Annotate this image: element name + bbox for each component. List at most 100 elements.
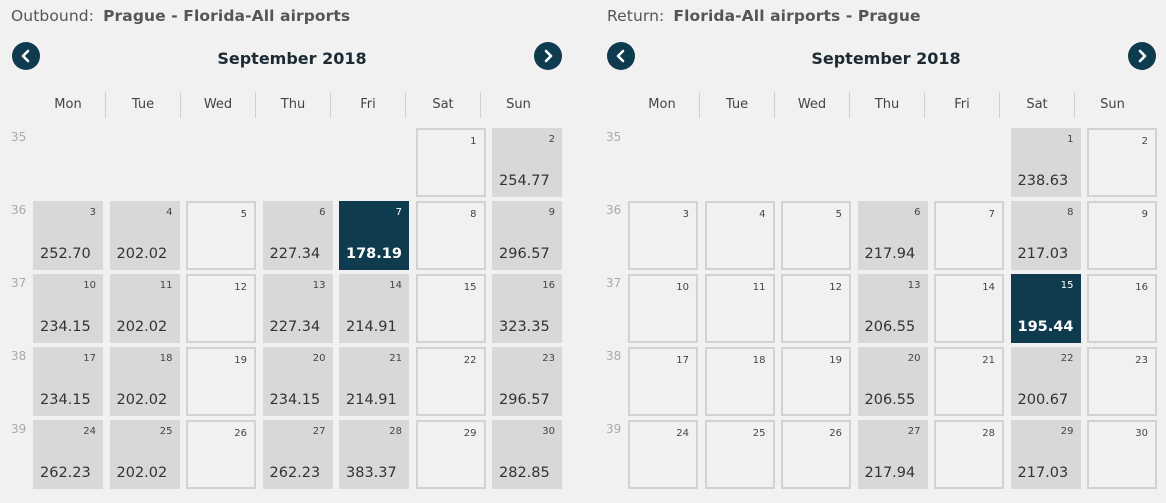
day-cell-22[interactable]: 22 (415, 347, 486, 416)
day-number: 11 (752, 282, 766, 293)
day-cell-17[interactable]: 17 234.15 (33, 347, 103, 416)
day-cell-27[interactable]: 27 262.23 (262, 420, 333, 489)
day-cell-1[interactable]: 1 238.63 (1010, 128, 1081, 197)
day-cell-13[interactable]: 13 227.34 (262, 274, 333, 343)
day-cell-13[interactable]: 13 206.55 (857, 274, 928, 343)
day-cell-21[interactable]: 21 (934, 347, 1004, 416)
day-cell-6[interactable]: 6 227.34 (262, 201, 333, 270)
day-number: 5 (835, 209, 842, 220)
day-cell-16[interactable]: 16 (1087, 274, 1157, 343)
day-cell-8[interactable]: 8 217.03 (1010, 201, 1081, 270)
day-cell-16[interactable]: 16 323.35 (492, 274, 562, 343)
day-cell-2[interactable]: 2 (1087, 128, 1157, 197)
day-cell-28[interactable]: 28 383.37 (339, 420, 409, 489)
day-price: 234.15 (40, 319, 91, 335)
day-number: 25 (752, 428, 766, 439)
day-number: 2 (548, 134, 555, 145)
day-cell-3[interactable]: 3 252.70 (33, 201, 103, 270)
day-price: 202.02 (116, 319, 168, 335)
day-cell-9[interactable]: 9 (1087, 201, 1157, 270)
return-weekday-header: Mon Tue Wed Thu Fri Sat Sun (625, 92, 1150, 118)
day-cell-29[interactable]: 29 217.03 (1010, 420, 1081, 489)
day-price: 217.03 (1017, 465, 1069, 481)
day-cell-25[interactable]: 25 202.02 (109, 420, 180, 489)
day-cell-1[interactable]: 1 (415, 128, 486, 197)
week-number: 37 (11, 276, 27, 290)
day-number: 3 (682, 209, 689, 220)
day-cell-3[interactable]: 3 (628, 201, 698, 270)
day-cell-10[interactable]: 10 234.15 (33, 274, 103, 343)
day-cell-21[interactable]: 21 214.91 (339, 347, 409, 416)
day-cell-15[interactable]: 15 195.44 (1010, 274, 1081, 343)
return-prev-month-button[interactable] (607, 42, 635, 70)
day-cell-30[interactable]: 30 (1087, 420, 1157, 489)
day-cell-17[interactable]: 17 (628, 347, 698, 416)
day-cell-7[interactable]: 7 178.19 (339, 201, 409, 270)
return-title: Return: Florida-All airports - Prague (607, 7, 921, 25)
day-cell-29[interactable]: 29 (415, 420, 486, 489)
day-number: 7 (395, 207, 402, 218)
day-number: 12 (829, 282, 842, 293)
day-cell-5[interactable]: 5 (186, 201, 256, 270)
day-cell-8[interactable]: 8 (415, 201, 486, 270)
day-cell-14[interactable]: 14 (934, 274, 1004, 343)
day-cell-11[interactable]: 11 202.02 (109, 274, 180, 343)
return-next-month-button[interactable] (1128, 42, 1156, 70)
day-number: 24 (83, 426, 96, 437)
outbound-label: Outbound: (11, 7, 95, 25)
day-cell-4[interactable]: 4 202.02 (109, 201, 180, 270)
day-cell-24[interactable]: 24 (628, 420, 698, 489)
day-price: 206.55 (864, 319, 916, 335)
day-cell-20[interactable]: 20 234.15 (262, 347, 333, 416)
day-number: 18 (752, 355, 766, 366)
day-price: 227.34 (269, 246, 321, 262)
day-cell-24[interactable]: 24 262.23 (33, 420, 103, 489)
day-cell-9[interactable]: 9 296.57 (492, 201, 562, 270)
day-number: 8 (470, 209, 477, 220)
day-cell-10[interactable]: 10 (628, 274, 698, 343)
day-cell-22[interactable]: 22 200.67 (1010, 347, 1081, 416)
outbound-next-month-button[interactable] (534, 42, 562, 70)
day-number: 10 (676, 282, 689, 293)
day-number: 19 (234, 355, 247, 366)
day-price: 202.02 (116, 392, 168, 408)
day-price: 214.91 (346, 392, 397, 408)
outbound-weekday-header: Mon Tue Wed Thu Fri Sat Sun (31, 92, 556, 118)
day-cell-25[interactable]: 25 (704, 420, 775, 489)
day-cell-2[interactable]: 2 254.77 (492, 128, 562, 197)
weekday-sun: Sun (506, 97, 531, 112)
day-cell-7[interactable]: 7 (934, 201, 1004, 270)
day-cell-12[interactable]: 12 (186, 274, 256, 343)
day-number: 23 (1135, 355, 1148, 366)
day-cell-4[interactable]: 4 (704, 201, 775, 270)
day-cell-12[interactable]: 12 (781, 274, 851, 343)
day-cell-26[interactable]: 26 (781, 420, 851, 489)
day-number: 30 (1135, 428, 1148, 439)
day-cell-23[interactable]: 23 (1087, 347, 1157, 416)
day-cell-14[interactable]: 14 214.91 (339, 274, 409, 343)
day-number: 16 (1135, 282, 1148, 293)
day-number: 6 (319, 207, 326, 218)
day-cell-30[interactable]: 30 282.85 (492, 420, 562, 489)
day-cell-18[interactable]: 18 202.02 (109, 347, 180, 416)
day-number: 20 (907, 353, 921, 364)
outbound-prev-month-button[interactable] (12, 42, 40, 70)
day-number: 24 (676, 428, 689, 439)
day-cell-6[interactable]: 6 217.94 (857, 201, 928, 270)
day-number: 14 (389, 280, 402, 291)
day-cell-20[interactable]: 20 206.55 (857, 347, 928, 416)
day-cell-11[interactable]: 11 (704, 274, 775, 343)
day-price: 217.03 (1017, 246, 1069, 262)
day-cell-18[interactable]: 18 (704, 347, 775, 416)
day-cell-19[interactable]: 19 (781, 347, 851, 416)
day-cell-19[interactable]: 19 (186, 347, 256, 416)
weekday-sat: Sat (406, 92, 481, 118)
day-cell-26[interactable]: 26 (186, 420, 256, 489)
day-cell-5[interactable]: 5 (781, 201, 851, 270)
day-cell-15[interactable]: 15 (415, 274, 486, 343)
day-cell-27[interactable]: 27 217.94 (857, 420, 928, 489)
day-number: 1 (470, 136, 477, 147)
day-cell-28[interactable]: 28 (934, 420, 1004, 489)
chevron-right-icon (544, 49, 553, 63)
day-cell-23[interactable]: 23 296.57 (492, 347, 562, 416)
